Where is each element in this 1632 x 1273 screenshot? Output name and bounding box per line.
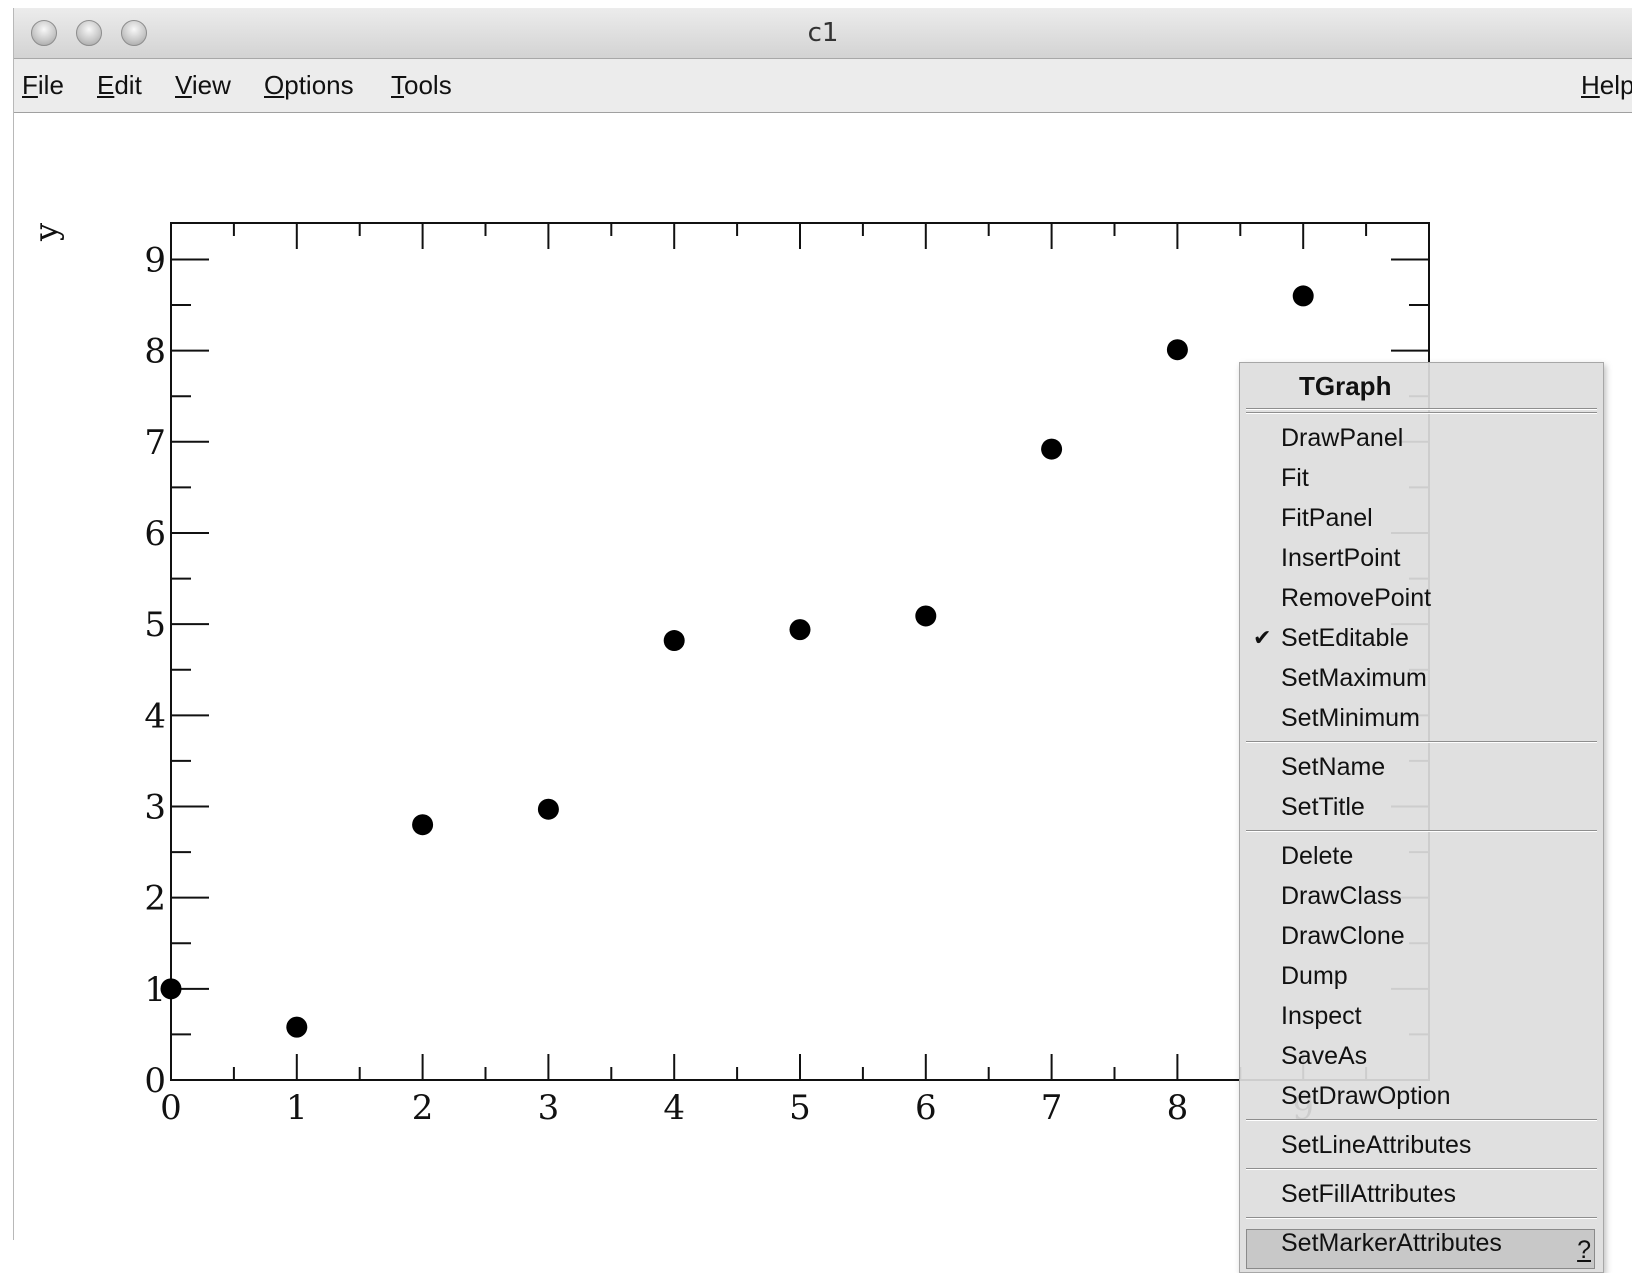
menu-separator [1246, 1168, 1597, 1170]
x-tick-label: 1 [286, 1088, 308, 1128]
data-point [286, 1016, 308, 1038]
x-tick-label: 3 [538, 1088, 560, 1128]
window-title: c1 [807, 18, 839, 48]
menu-item-fitpanel[interactable]: FitPanel [1281, 504, 1373, 532]
y-tick-label: 0 [144, 1061, 166, 1101]
menu-item-setfillattributes[interactable]: SetFillAttributes [1281, 1180, 1457, 1208]
menu-view[interactable]: View [175, 70, 231, 100]
y-tick-label: 7 [144, 423, 166, 463]
menu-item-removepoint[interactable]: RemovePoint [1281, 584, 1432, 612]
menu-item-seteditable[interactable]: SetEditable [1281, 624, 1409, 652]
minimize-window-button[interactable] [76, 20, 102, 46]
x-tick-label: 4 [663, 1088, 685, 1128]
check-icon: ✔ [1253, 625, 1272, 650]
menu-item-drawpanel[interactable]: DrawPanel [1281, 424, 1404, 452]
scatter-plot[interactable]: 01234567890123456789y [14, 114, 1632, 1240]
data-point [915, 605, 937, 627]
menu-item-settitle[interactable]: SetTitle [1281, 793, 1365, 821]
menu-file[interactable]: File [22, 70, 64, 100]
y-tick-label: 4 [144, 696, 166, 736]
y-tick-label: 6 [144, 514, 166, 554]
highlighted-item-background [1246, 1229, 1595, 1269]
y-tick-label: 1 [144, 970, 166, 1010]
data-point [537, 798, 559, 820]
y-tick-label: 9 [144, 240, 166, 280]
x-tick-label: 0 [160, 1088, 182, 1128]
title-bar[interactable]: c1 [14, 8, 1632, 59]
menu-bar: File Edit View Options Tools Help [14, 59, 1632, 113]
y-axis-title: y [27, 223, 65, 242]
y-tick-label: 5 [144, 605, 166, 645]
menu-item-delete[interactable]: Delete [1281, 842, 1354, 870]
menu-options[interactable]: Options [264, 70, 354, 100]
y-tick-label: 2 [144, 879, 166, 919]
data-point [1041, 438, 1063, 460]
y-tick-label: 8 [144, 332, 166, 372]
menu-item-insertpoint[interactable]: InsertPoint [1281, 544, 1401, 572]
menu-item-drawclass[interactable]: DrawClass [1281, 882, 1402, 910]
data-point [1292, 285, 1314, 307]
menu-item-setname[interactable]: SetName [1281, 753, 1386, 781]
context-menu: TGraph ? DrawPanel Fit FitPanel InsertPoint… [1239, 362, 1604, 1273]
x-tick-label: 2 [412, 1088, 434, 1128]
menu-item-fit[interactable]: Fit [1281, 464, 1309, 492]
menu-separator [1246, 1217, 1597, 1219]
menu-tools[interactable]: Tools [391, 70, 452, 100]
data-point [663, 630, 685, 652]
menu-separator [1246, 412, 1597, 414]
data-point [1166, 339, 1188, 361]
menu-edit[interactable]: Edit [97, 70, 142, 100]
menu-item-setmarkerattributes[interactable]: SetMarkerAttributes [1281, 1229, 1502, 1257]
menu-item-saveas[interactable]: SaveAs [1281, 1042, 1368, 1070]
close-window-button[interactable] [31, 20, 57, 46]
x-tick-label: 5 [789, 1088, 811, 1128]
menu-separator [1246, 1119, 1597, 1121]
x-tick-label: 7 [1041, 1088, 1063, 1128]
data-point [412, 814, 434, 836]
menu-separator [1246, 408, 1597, 410]
menu-item-dump[interactable]: Dump [1281, 962, 1348, 990]
context-menu-title: TGraph [1299, 371, 1392, 401]
help-shortcut[interactable]: ? [1577, 1236, 1591, 1264]
x-tick-label: 6 [915, 1088, 937, 1128]
zoom-window-button[interactable] [121, 20, 147, 46]
menu-item-setmaximum[interactable]: SetMaximum [1281, 664, 1427, 692]
y-tick-label: 3 [144, 787, 166, 827]
menu-item-inspect[interactable]: Inspect [1281, 1002, 1362, 1030]
menu-help[interactable]: Help [1581, 70, 1632, 100]
menu-item-setdrawoption[interactable]: SetDrawOption [1281, 1082, 1451, 1110]
menu-item-setminimum[interactable]: SetMinimum [1281, 704, 1420, 732]
x-tick-label: 8 [1167, 1088, 1189, 1128]
menu-item-drawclone[interactable]: DrawClone [1281, 922, 1405, 950]
menu-separator [1246, 741, 1597, 743]
data-point [160, 978, 182, 1000]
menu-separator [1246, 830, 1597, 832]
data-point [789, 619, 811, 641]
menu-item-setlineattributes[interactable]: SetLineAttributes [1281, 1131, 1472, 1159]
